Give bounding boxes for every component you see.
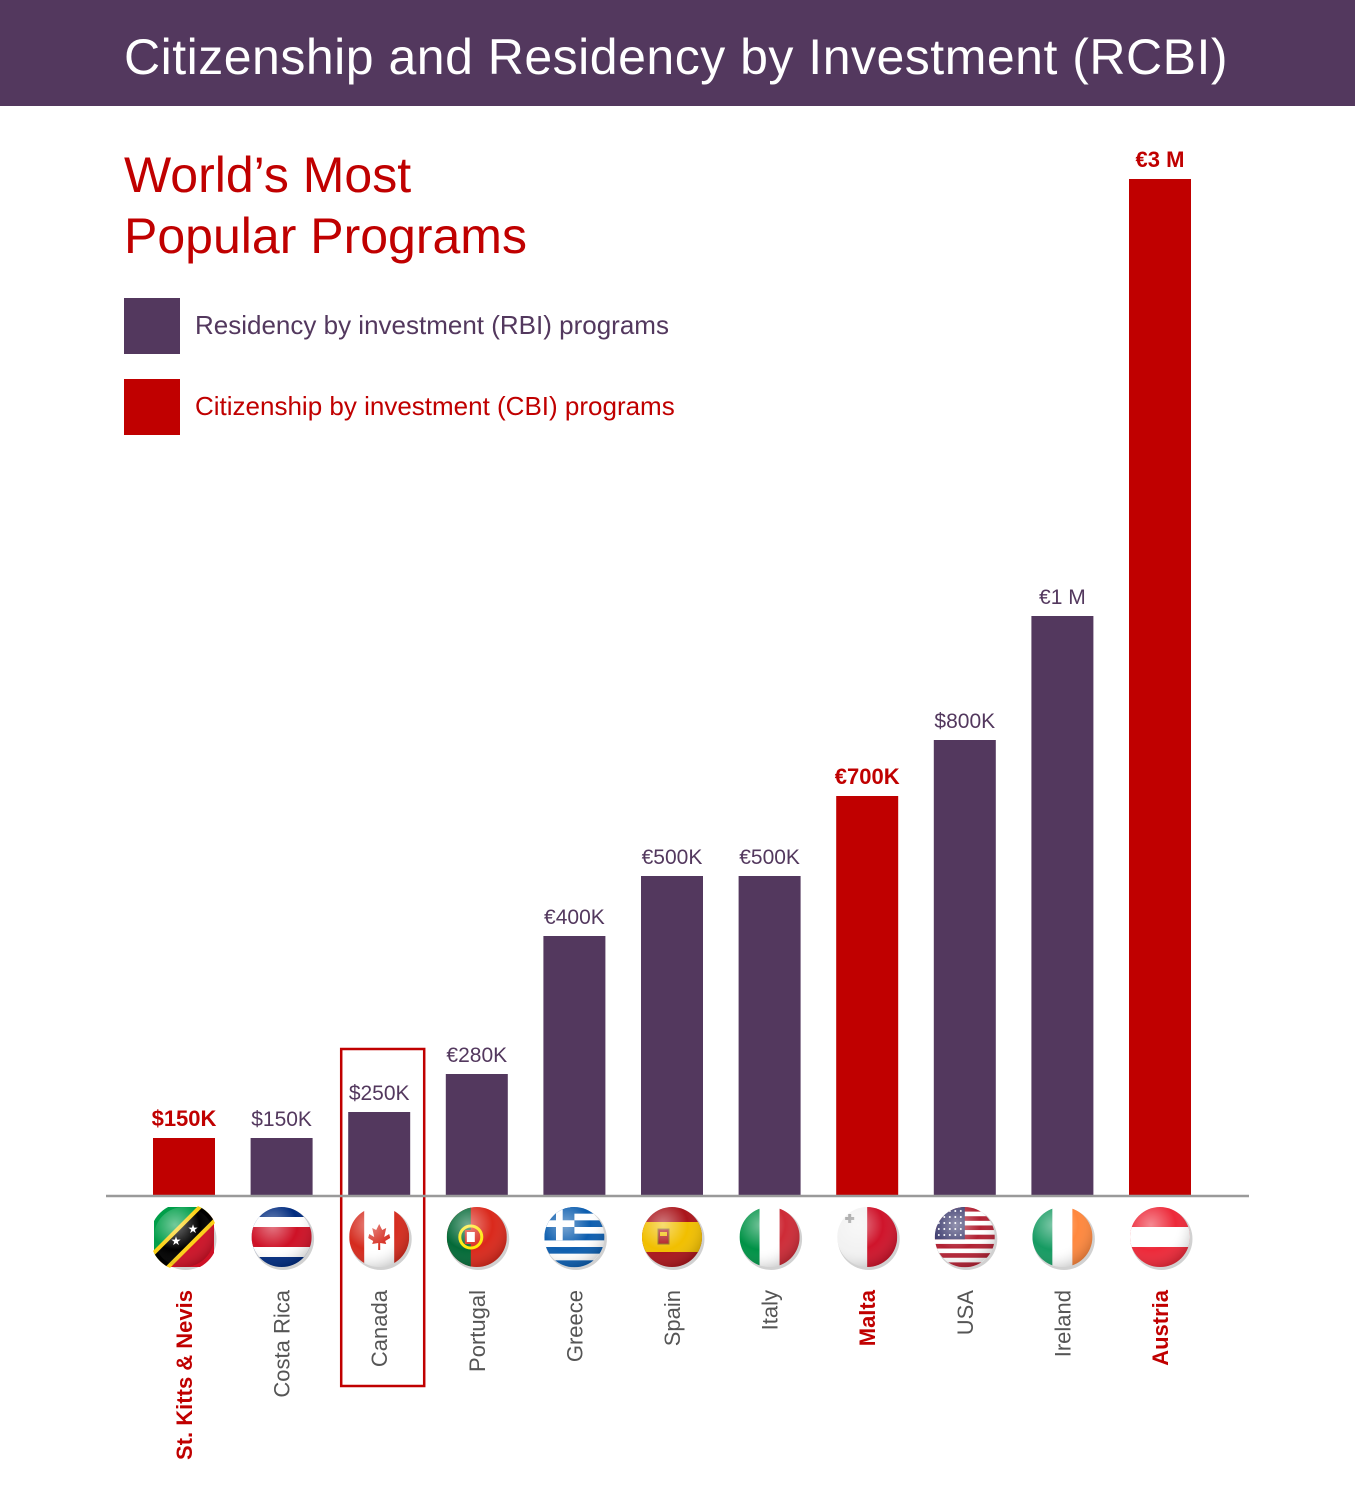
chart-subtitle-line-1: World’s Most xyxy=(124,147,412,203)
portugal-flag-icon xyxy=(446,1207,510,1270)
greece-flag-icon xyxy=(544,1207,607,1270)
category-label-malta: Malta xyxy=(855,1289,880,1346)
value-label-portugal: €280K xyxy=(446,1044,507,1067)
legend-cbi-swatch xyxy=(124,379,180,435)
legend-rbi-swatch xyxy=(124,298,180,354)
costa-rica-flag-icon xyxy=(251,1207,315,1270)
canada-flag-icon xyxy=(349,1207,412,1270)
category-label-usa: USA xyxy=(953,1290,978,1336)
highlight-box-canada xyxy=(339,1047,426,1388)
value-label-costa-rica: $150K xyxy=(251,1108,312,1131)
bar-spain xyxy=(641,876,703,1196)
value-label-austria: €3 M xyxy=(1136,147,1185,172)
category-label-austria: Austria xyxy=(1148,1289,1173,1366)
bar-portugal xyxy=(445,1074,508,1196)
bar-canada xyxy=(348,1112,411,1196)
st-kitts-nevis-flag-icon: ★★ xyxy=(150,1203,218,1271)
bar-austria xyxy=(1129,179,1191,1196)
chart-subtitle-line-2: Popular Programs xyxy=(124,208,527,264)
value-label-spain: €500K xyxy=(642,846,703,869)
ireland-flag-icon xyxy=(1032,1207,1095,1270)
title-banner: Citizenship and Residency by Investment … xyxy=(0,0,1355,106)
value-label-usa: $800K xyxy=(934,710,995,733)
value-label-st-kitts-nevis: $150K xyxy=(152,1106,217,1131)
bar-malta xyxy=(836,796,899,1196)
category-label-italy: Italy xyxy=(758,1290,783,1330)
usa-flag-icon xyxy=(934,1207,998,1270)
category-label-ireland: Ireland xyxy=(1050,1290,1075,1357)
value-label-greece: €400K xyxy=(544,906,605,929)
value-label-malta: €700K xyxy=(835,764,900,789)
legend-cbi-label: Citizenship by investment (CBI) programs xyxy=(195,391,675,421)
bar-usa xyxy=(933,740,996,1196)
category-label-portugal: Portugal xyxy=(465,1290,490,1372)
category-label-st-kitts-nevis: St. Kitts & Nevis xyxy=(172,1290,197,1460)
category-label-costa-rica: Costa Rica xyxy=(270,1289,295,1397)
bar-italy xyxy=(738,876,801,1196)
category-label-canada: Canada xyxy=(367,1289,392,1367)
legend-rbi-label: Residency by investment (RBI) programs xyxy=(195,310,669,340)
category-label-greece: Greece xyxy=(562,1290,587,1362)
value-label-italy: €500K xyxy=(739,846,800,869)
italy-flag-icon xyxy=(739,1207,803,1270)
page-title: Citizenship and Residency by Investment … xyxy=(124,29,1229,85)
bar-st-kitts-nevis xyxy=(153,1138,215,1196)
spain-flag-icon xyxy=(642,1207,705,1270)
austria-flag-icon xyxy=(1130,1207,1193,1270)
category-label-spain: Spain xyxy=(660,1290,685,1346)
malta-flag-icon xyxy=(837,1207,900,1270)
bar-greece xyxy=(543,936,606,1196)
value-label-canada: $250K xyxy=(349,1082,410,1105)
bar-ireland xyxy=(1031,616,1094,1196)
bar-costa-rica xyxy=(250,1138,313,1196)
value-label-ireland: €1 M xyxy=(1039,586,1086,609)
